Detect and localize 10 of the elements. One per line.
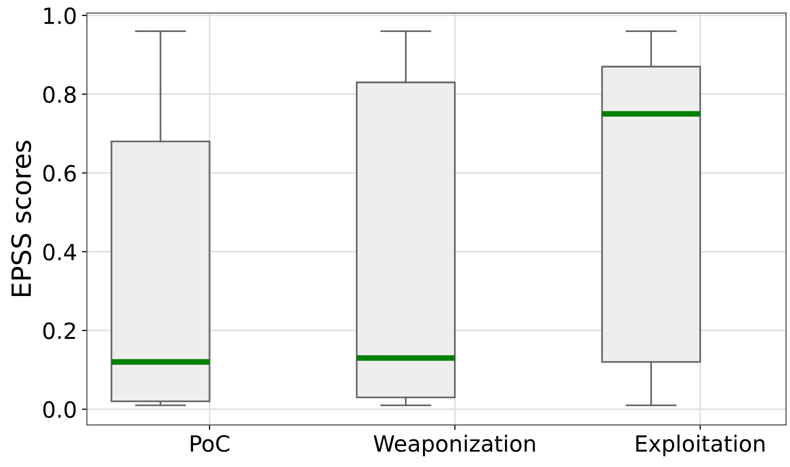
y-tick-label: 0.0 (43, 401, 76, 418)
y-tick-label: 0.4 (43, 244, 76, 260)
x-tick-label: Weaponization (374, 434, 535, 456)
y-tick-label: 0.8 (43, 86, 76, 103)
y-axis-title: EPSS scores (11, 140, 32, 296)
x-tick-label: PoC (190, 435, 230, 452)
y-tick-label: 0.6 (43, 164, 76, 182)
y-tick-label: 0.2 (43, 322, 75, 340)
y-tick-label: 1.0 (44, 7, 76, 24)
x-tick-label: Exploitation (636, 434, 764, 456)
